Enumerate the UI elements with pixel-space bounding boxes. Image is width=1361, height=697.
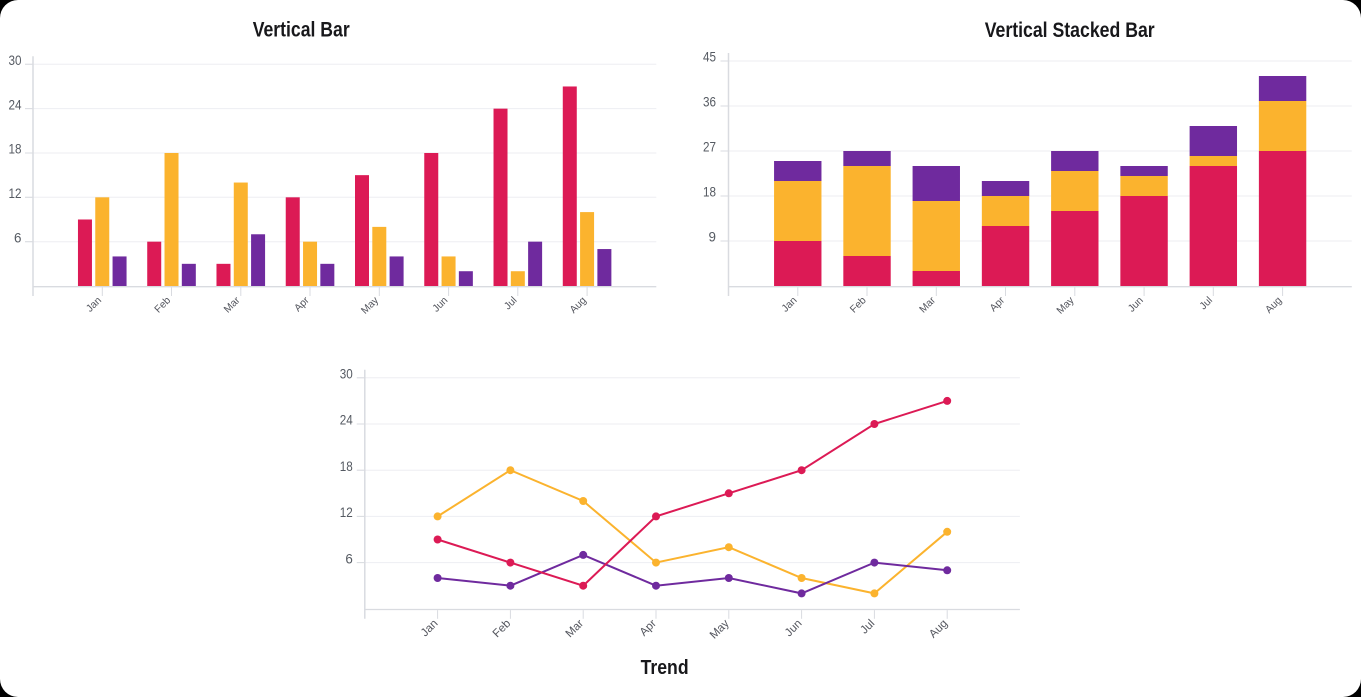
svg-text:12: 12 [340, 505, 353, 520]
svg-text:Trend: Trend [641, 656, 689, 679]
svg-text:36: 36 [703, 95, 716, 110]
svg-text:6: 6 [14, 230, 21, 245]
svg-text:Jun: Jun [1126, 295, 1146, 315]
svg-text:24: 24 [9, 97, 22, 112]
svg-text:May: May [359, 295, 381, 317]
svg-text:30: 30 [340, 367, 353, 382]
svg-text:Feb: Feb [491, 618, 514, 641]
svg-text:Jul: Jul [502, 295, 519, 312]
svg-text:Aug: Aug [927, 618, 950, 641]
svg-text:May: May [1055, 295, 1077, 317]
svg-text:45: 45 [703, 50, 716, 65]
svg-text:Apr: Apr [638, 618, 659, 639]
svg-text:Aug: Aug [568, 295, 589, 316]
svg-text:Jan: Jan [84, 295, 104, 315]
svg-text:Aug: Aug [1264, 295, 1285, 316]
svg-text:12: 12 [9, 186, 22, 201]
svg-text:30: 30 [9, 53, 22, 68]
svg-text:Vertical Stacked Bar: Vertical Stacked Bar [985, 19, 1155, 42]
svg-text:Jun: Jun [783, 618, 805, 640]
svg-text:Jul: Jul [1198, 295, 1215, 312]
svg-text:Jun: Jun [431, 295, 451, 315]
svg-text:Jan: Jan [780, 295, 800, 315]
svg-text:24: 24 [340, 413, 353, 428]
svg-text:Vertical Bar: Vertical Bar [253, 19, 350, 42]
svg-text:Mar: Mar [564, 618, 587, 641]
svg-text:Feb: Feb [153, 295, 174, 316]
svg-text:18: 18 [340, 459, 353, 474]
svg-text:6: 6 [345, 551, 352, 566]
svg-text:Apr: Apr [988, 295, 1008, 315]
svg-text:18: 18 [9, 142, 22, 157]
svg-text:Apr: Apr [293, 295, 313, 315]
svg-text:Mar: Mar [918, 295, 939, 316]
svg-text:Jul: Jul [858, 618, 877, 637]
svg-text:Mar: Mar [222, 295, 243, 316]
svg-text:May: May [708, 617, 732, 641]
svg-text:18: 18 [703, 185, 716, 200]
svg-text:27: 27 [703, 140, 716, 155]
svg-text:Jan: Jan [419, 618, 441, 640]
svg-text:9: 9 [709, 230, 716, 245]
svg-text:Feb: Feb [848, 295, 869, 316]
